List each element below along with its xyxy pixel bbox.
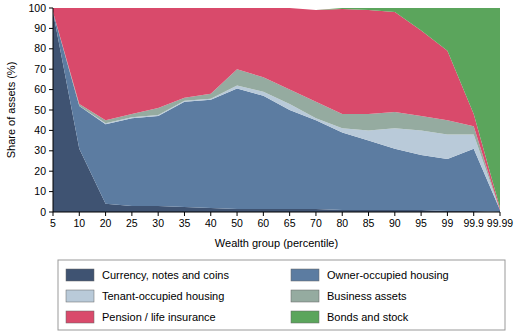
legend-label: Owner-occupied housing <box>327 269 449 281</box>
x-tick <box>368 212 369 216</box>
x-tick-label: 95 <box>415 217 427 229</box>
x-axis-label: Wealth group (percentile) <box>215 237 338 249</box>
y-tick <box>49 191 53 192</box>
legend-box <box>58 260 505 330</box>
x-tick-label: 40 <box>205 217 217 229</box>
x-tick <box>53 212 54 216</box>
y-tick-label: 50 <box>34 104 46 116</box>
x-tick-label: 65 <box>284 217 296 229</box>
y-tick <box>49 89 53 90</box>
legend-label: Pension / life insurance <box>102 311 216 323</box>
y-tick <box>49 130 53 131</box>
legend-label: Tenant-occupied housing <box>102 290 224 302</box>
x-axis <box>53 212 500 213</box>
area-series <box>53 8 500 210</box>
x-tick <box>131 212 132 216</box>
legend-label: Currency, notes and coins <box>102 269 229 281</box>
y-tick-label: 20 <box>34 165 46 177</box>
y-tick-label: 40 <box>34 124 46 136</box>
legend-swatch <box>66 269 94 281</box>
x-tick <box>342 212 343 216</box>
x-tick <box>394 212 395 216</box>
y-tick-label: 10 <box>34 185 46 197</box>
x-tick-label: 99 <box>442 217 454 229</box>
legend-swatch <box>291 290 319 302</box>
x-tick <box>210 212 211 216</box>
x-tick-label: 20 <box>100 217 112 229</box>
chart: 0 10 20 30 40 50 60 70 80 90 100 5 10 20 25 30 35 40 50 60 6… <box>0 0 520 335</box>
x-tick-label: 70 <box>310 217 322 229</box>
y-tick <box>49 150 53 151</box>
x-tick-label: 60 <box>258 217 270 229</box>
x-tick-label: 99.9 <box>463 217 484 229</box>
x-tick-label: 35 <box>179 217 191 229</box>
legend-swatch <box>66 311 94 323</box>
x-tick <box>289 212 290 216</box>
legend-label: Business assets <box>327 290 407 302</box>
x-tick-label: 85 <box>363 217 375 229</box>
y-tick-label: 70 <box>34 63 46 75</box>
x-tick <box>158 212 159 216</box>
x-tick <box>184 212 185 216</box>
legend-label: Bonds and stock <box>327 311 409 323</box>
legend-swatch <box>291 269 319 281</box>
y-tick <box>49 28 53 29</box>
x-tick-label: 5 <box>50 217 56 229</box>
y-tick-label: 80 <box>34 42 46 54</box>
y-tick <box>49 110 53 111</box>
y-tick-label: 30 <box>34 144 46 156</box>
plot-area <box>53 8 500 212</box>
x-tick-label: 30 <box>152 217 164 229</box>
x-tick <box>421 212 422 216</box>
x-tick <box>500 212 501 216</box>
y-tick <box>49 171 53 172</box>
y-tick-label: 0 <box>40 206 46 218</box>
area-series <box>53 8 500 208</box>
legend-swatch <box>291 311 319 323</box>
y-tick-label: 100 <box>28 2 46 14</box>
x-tick <box>105 212 106 216</box>
x-tick <box>79 212 80 216</box>
x-tick <box>473 212 474 216</box>
x-tick <box>237 212 238 216</box>
x-tick-label: 80 <box>336 217 348 229</box>
x-tick <box>447 212 448 216</box>
y-axis-label: Share of assets (%) <box>5 62 17 159</box>
x-tick-label: 99.99 <box>487 217 513 229</box>
x-tick <box>263 212 264 216</box>
y-tick-label: 90 <box>34 22 46 34</box>
x-tick-label: 90 <box>389 217 401 229</box>
x-tick-label: 10 <box>73 217 85 229</box>
y-tick <box>49 8 53 9</box>
x-tick-label: 50 <box>231 217 243 229</box>
x-tick-label: 25 <box>126 217 138 229</box>
y-tick <box>49 48 53 49</box>
y-tick-label: 60 <box>34 83 46 95</box>
x-tick <box>315 212 316 216</box>
y-tick <box>49 212 53 213</box>
y-tick <box>49 69 53 70</box>
legend-swatch <box>66 290 94 302</box>
